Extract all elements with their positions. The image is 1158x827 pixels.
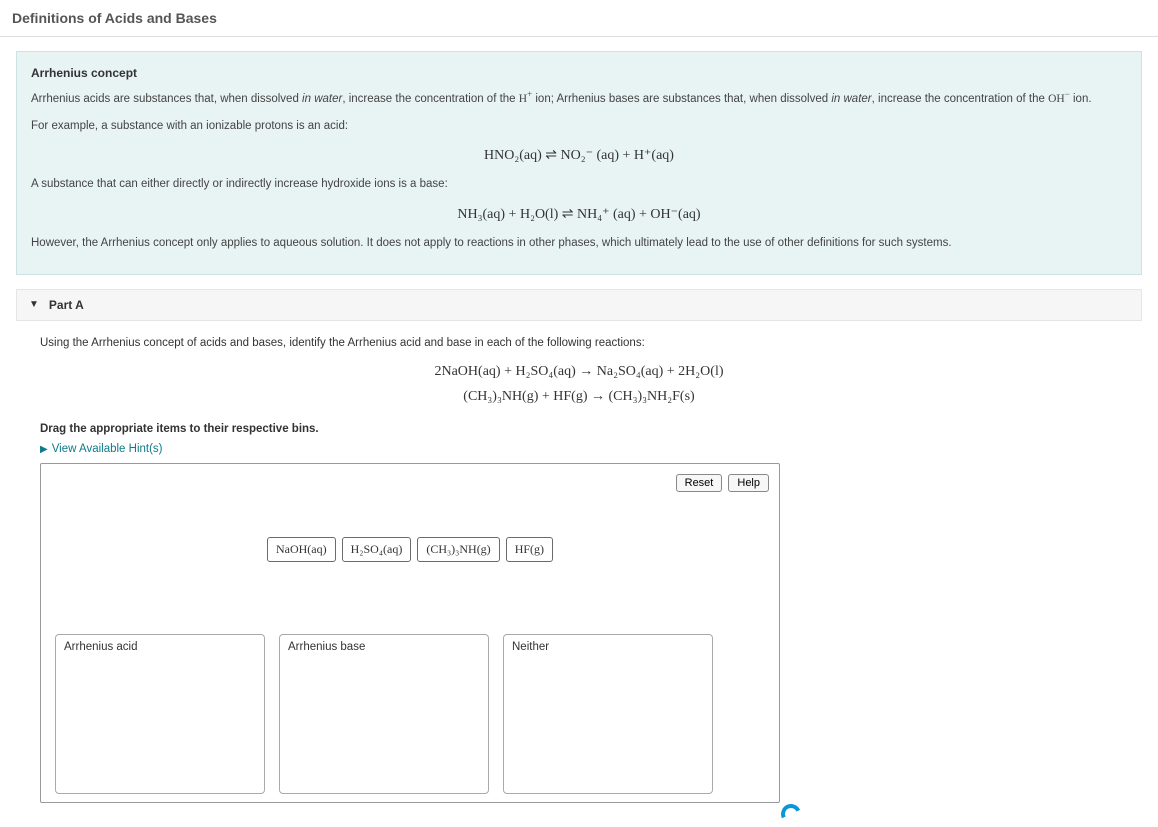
reaction-1: 2NaOH(aq) + H₂SO₄(aq) → Na₂SO₄(aq) + 2H₂… — [40, 359, 1118, 384]
concept-subtitle: Arrhenius concept — [31, 64, 1127, 82]
bin-neither[interactable]: Neither — [503, 634, 713, 794]
chip-h2so4[interactable]: H₂SO₄(aq) — [342, 537, 412, 562]
italic-text: in water — [831, 93, 871, 105]
part-header[interactable]: ▼ Part A — [16, 289, 1142, 321]
drag-instruction: Drag the appropriate items to their resp… — [40, 423, 1118, 435]
reaction-2: (CH₃)₃NH(g) + HF(g) → (CH₃)₃NH₂F(s) — [40, 384, 1118, 409]
drag-drop-box: Reset Help NaOH(aq) H₂SO₄(aq) (CH₃)₃NH(g… — [40, 463, 780, 803]
concept-p4: However, the Arrhenius concept only appl… — [31, 235, 1127, 252]
chip-source-area: NaOH(aq) H₂SO₄(aq) (CH₃)₃NH(g) HF(g) — [41, 464, 779, 634]
text: ion; Arrhenius bases are substances that… — [532, 93, 831, 105]
chip-ch3nh[interactable]: (CH₃)₃NH(g) — [417, 537, 499, 562]
bin-arrhenius-acid[interactable]: Arrhenius acid — [55, 634, 265, 794]
bin-title: Neither — [512, 641, 704, 653]
bin-title: Arrhenius acid — [64, 641, 256, 653]
question-area: Using the Arrhenius concept of acids and… — [16, 331, 1142, 809]
part-label: Part A — [49, 298, 84, 312]
bin-title: Arrhenius base — [288, 641, 480, 653]
italic-text: in water — [302, 93, 342, 105]
chevron-right-icon: ▶ — [40, 444, 48, 455]
text: ion. — [1070, 93, 1092, 105]
concept-panel: Arrhenius concept Arrhenius acids are su… — [16, 51, 1142, 275]
reactions: 2NaOH(aq) + H₂SO₄(aq) → Na₂SO₄(aq) + 2H₂… — [40, 359, 1118, 409]
concept-p3: A substance that can either directly or … — [31, 176, 1127, 193]
text: Arrhenius acids are substances that, whe… — [31, 93, 302, 105]
question-prompt: Using the Arrhenius concept of acids and… — [40, 337, 1118, 349]
bins-row: Arrhenius acid Arrhenius base Neither — [41, 634, 779, 794]
concept-p1: Arrhenius acids are substances that, whe… — [31, 88, 1127, 108]
chip-naoh[interactable]: NaOH(aq) — [267, 537, 336, 562]
h-plus: H+ — [519, 93, 532, 105]
text: , increase the concentration of the — [872, 93, 1048, 105]
hints-label: View Available Hint(s) — [52, 443, 163, 455]
page-title: Definitions of Acids and Bases — [0, 0, 1158, 37]
hints-toggle[interactable]: ▶ View Available Hint(s) — [40, 443, 1118, 455]
reset-button[interactable]: Reset — [676, 474, 723, 492]
equation-2: NH₃(aq) + H₂O(l) ⇌ NH₄⁺ (aq) + OH⁻(aq) — [31, 204, 1127, 225]
equation-1: HNO₂(aq) ⇌ NO₂⁻ (aq) + H⁺(aq) — [31, 145, 1127, 166]
chip-hf[interactable]: HF(g) — [506, 537, 553, 562]
loading-icon — [778, 801, 804, 827]
concept-p2: For example, a substance with an ionizab… — [31, 118, 1127, 135]
help-button[interactable]: Help — [728, 474, 769, 492]
chevron-down-icon: ▼ — [29, 299, 39, 310]
bin-arrhenius-base[interactable]: Arrhenius base — [279, 634, 489, 794]
text: , increase the concentration of the — [342, 93, 518, 105]
oh-minus: OH− — [1048, 93, 1070, 105]
